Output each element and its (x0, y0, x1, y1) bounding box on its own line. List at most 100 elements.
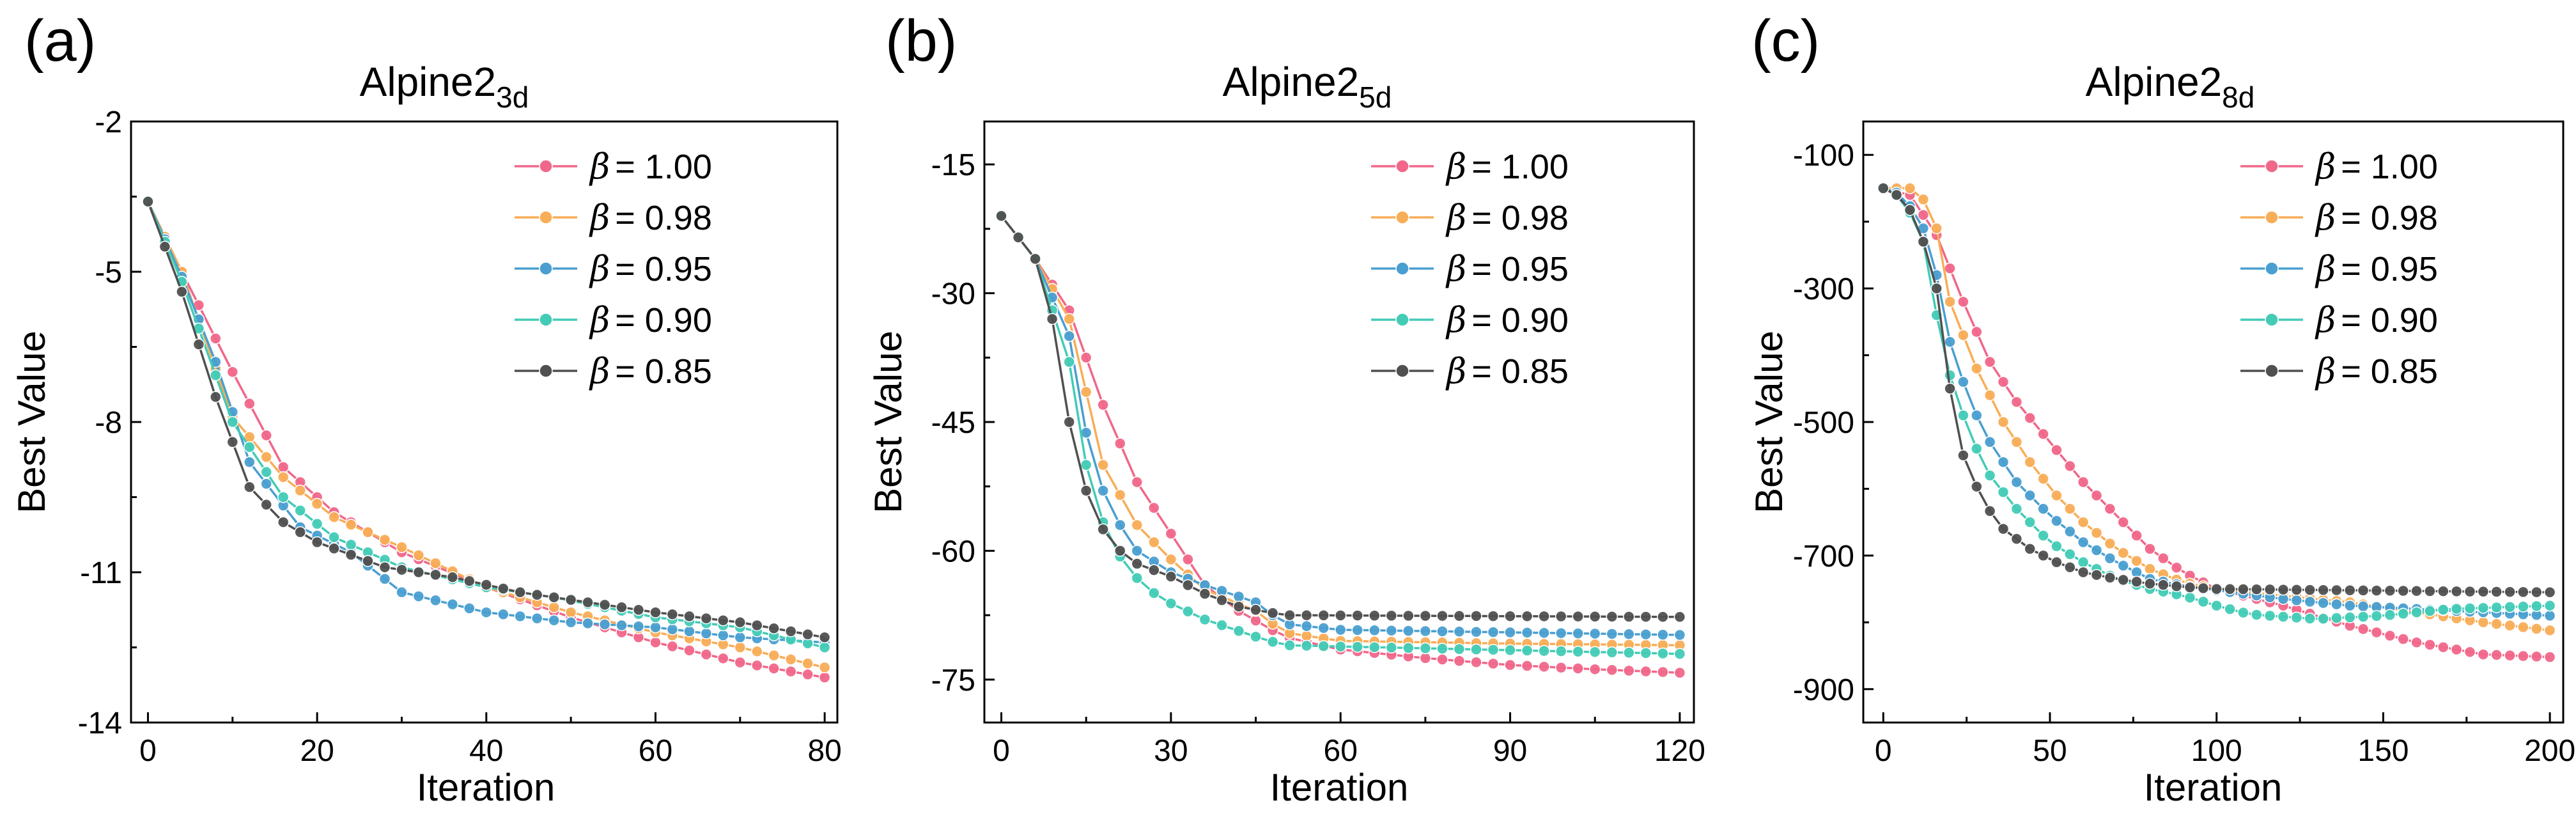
panel-b-data-point (1317, 622, 1330, 634)
legend-beta-symbol: β (2315, 198, 2336, 238)
panel-a-legend: β = 1.00β = 0.98β = 0.95β = 0.90β = 0.85 (515, 146, 712, 391)
panel-b-data-point (1232, 625, 1245, 637)
panel-c-data-point (2224, 583, 2236, 595)
panel-a-x-tick-label: 60 (639, 734, 672, 768)
panel-c-data-point (2104, 572, 2116, 584)
panel-a-data-point (345, 519, 357, 531)
panel-a-data-point (751, 645, 763, 658)
panel-a-data-point (226, 366, 239, 378)
panel-b-data-point (1436, 609, 1448, 622)
panel-b-title-base: Alpine2 (1223, 59, 1360, 105)
panel-b-data-point (1063, 416, 1075, 428)
panel-c-data-point (2357, 623, 2370, 636)
panel-b-data-point (1114, 437, 1126, 450)
legend-marker (539, 262, 553, 276)
panel-a-data-point (192, 338, 205, 350)
panel-c-data-point (2064, 548, 2076, 561)
panel-b-data-point (1470, 610, 1482, 622)
panel-b-data-point (1266, 607, 1279, 620)
panel-b-data-point (1216, 594, 1228, 606)
panel-a-data-point (226, 416, 239, 428)
panel-c-data-point (2531, 600, 2543, 613)
panel-c-x-tick-label: 0 (1875, 734, 1892, 768)
panel-b-data-point (1555, 661, 1567, 674)
panel-b-data-point (1182, 606, 1194, 618)
panel-c-data-point (2144, 563, 2156, 575)
panel-c-data-point (2090, 489, 2103, 502)
panel-c-data-point (1877, 182, 1889, 194)
panel-c-data-point (2090, 544, 2103, 556)
panel-a-data-point (362, 526, 374, 538)
panel-c-legend-item-beta-0.85: β = 0.85 (2240, 351, 2438, 391)
legend-label: β = 1.00 (2315, 146, 2438, 187)
legend-label: β = 1.00 (589, 146, 712, 187)
panel-c-data-point (2210, 583, 2223, 595)
panel-b-data-point (1470, 625, 1482, 638)
panel-c-data-point (2064, 526, 2076, 538)
panel-c-data-point (2051, 556, 2063, 568)
panel-c-data-point (2237, 606, 2249, 619)
panel-c-data-point (2450, 585, 2463, 598)
panel-b-data-point (1453, 625, 1466, 638)
panel-a-data-point (734, 641, 747, 653)
panel-c-data-point (2424, 585, 2436, 597)
panel-c-y-tick-label: -700 (1793, 540, 1854, 574)
panel-c-series (1877, 182, 2556, 663)
panel-c-data-point (2197, 582, 2210, 595)
panel-a-x-tick-label: 80 (807, 734, 841, 768)
panel-a-data-point (514, 610, 526, 623)
panel-b-data-point (1419, 652, 1432, 664)
panel-b-data-point (1250, 630, 1262, 643)
panel-a-data-point (142, 196, 154, 208)
panel-b-data-point (1588, 646, 1601, 658)
panel-b-series-beta-0.98 (995, 210, 1686, 652)
panel-b-data-point (1470, 643, 1482, 655)
panel-c-title: Alpine28d (2086, 59, 2255, 114)
panel-c-data-point (1983, 469, 1996, 481)
panel-c-data-point (2117, 516, 2129, 528)
panel-a-x-tick-label: 20 (300, 734, 334, 768)
panel-a-data-point (294, 484, 306, 497)
panel-b-data-point (1351, 624, 1363, 636)
legend-beta-value: = 0.85 (2341, 352, 2438, 391)
panel-a-data-point (649, 606, 662, 618)
panel-c-data-point (2463, 602, 2476, 614)
panel-c-series-beta-0.95 (1877, 182, 2556, 622)
panel-b-data-point (1436, 625, 1448, 637)
panel-b-data-point (1521, 660, 1533, 672)
panel-c-data-point (2370, 584, 2383, 597)
panel-b-data-point (1148, 564, 1160, 576)
panel-c-data-point (2344, 599, 2356, 612)
panel-b-data-point (1538, 661, 1550, 673)
panel-b-data-point (1182, 553, 1194, 566)
panel-c-series-line (1882, 187, 2550, 594)
panel-c-data-point (2344, 584, 2356, 597)
legend-label: β = 0.85 (2315, 351, 2438, 391)
panel-a-data-point (378, 573, 391, 585)
panel-b-data-point (1436, 653, 1448, 666)
panel-c-data-point (2410, 584, 2423, 597)
panel-c-data-point (1917, 235, 1930, 248)
panel-c-data-point (2144, 577, 2156, 590)
panel-c-data-point (2117, 547, 2129, 559)
panel-a-data-point (396, 586, 408, 598)
panel-b-data-point (1080, 485, 1092, 497)
panel-a-data-point (717, 629, 729, 641)
panel-c-data-point (2130, 554, 2143, 567)
panel-b-data-point (1334, 640, 1347, 653)
panel-b-legend-item-beta-0.95: β = 0.95 (1371, 249, 1569, 289)
panel-a-data-point (277, 516, 290, 528)
panel-c-data-point (2090, 527, 2103, 539)
legend-beta-symbol: β (2315, 351, 2336, 391)
panel-a-data-point (784, 625, 797, 637)
panel-a-x-tick-label: 0 (139, 734, 157, 768)
panel-c-data-point (2104, 552, 2116, 565)
panel-a-data-point (700, 627, 713, 639)
panel-c-x-tick-label: 50 (2033, 734, 2067, 768)
panel-a-data-point (717, 652, 729, 664)
panel-c-data-point (2490, 649, 2502, 661)
panel-b-data-point (1131, 572, 1144, 584)
panel-a-x-tick-label: 40 (469, 734, 503, 768)
panel-c-data-point (2450, 643, 2463, 656)
panel-b-data-point (1063, 313, 1075, 325)
